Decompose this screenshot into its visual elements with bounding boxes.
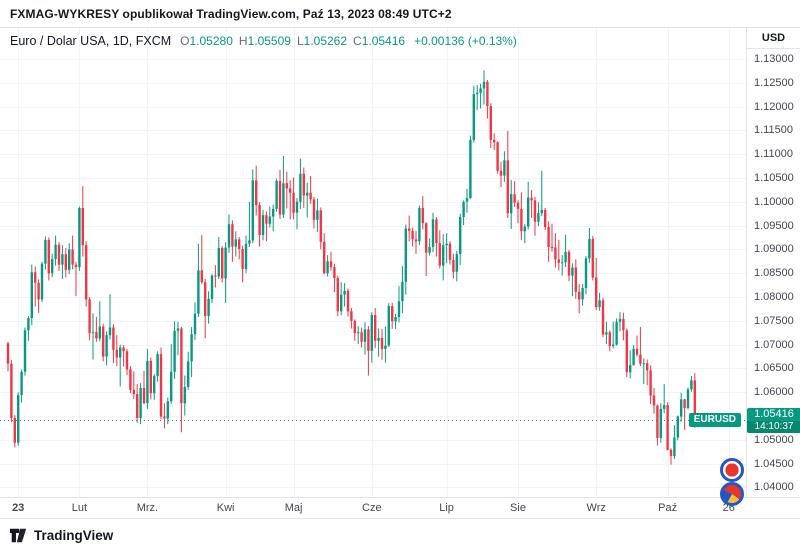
low-label: L	[296, 34, 304, 48]
price-axis[interactable]: USD 1.13000 1.12500 1.12000 1.11500 1.11000 1…	[746, 28, 800, 497]
currency-label: USD	[747, 28, 800, 49]
time-axis-label: 23	[12, 502, 25, 514]
attribution-text: FXMAG-WYKRESY opublikował TradingView.co…	[10, 6, 452, 21]
low-value: 1.05262	[303, 34, 348, 48]
time-axis-label: Kwi	[216, 502, 235, 514]
price-axis-label: 1.10000	[754, 195, 794, 208]
price-axis-label: 1.08500	[754, 267, 794, 280]
ohlc-values: O1.05280 H1.05509 L1.05262 C1.05416	[180, 34, 405, 48]
price-axis-label: 1.05000	[754, 433, 794, 446]
price-axis-label: 1.12500	[754, 76, 794, 89]
time-axis-label: Lip	[439, 502, 454, 514]
price-axis-label: 1.09500	[754, 219, 794, 232]
price-axis-label: 1.11500	[754, 124, 793, 137]
chart-legend: Euro / Dolar USA, 1D, FXCM O1.05280 H1.0…	[10, 34, 517, 48]
time-axis[interactable]: 23 Lut Mrz. Kwi Maj Cze Lip Sie Wrz Paź 26	[0, 497, 800, 518]
open-label: O	[180, 34, 190, 48]
time-axis-label: Paź	[658, 502, 678, 514]
chart-pane[interactable]: Euro / Dolar USA, 1D, FXCM O1.05280 H1.0…	[0, 28, 746, 506]
time-axis-label: Maj	[284, 502, 303, 514]
price-axis-label: 1.07500	[754, 314, 794, 327]
time-axis-label: Lut	[71, 502, 88, 514]
price-axis-label: 1.04000	[754, 481, 794, 494]
candlestick-chart[interactable]	[0, 28, 746, 497]
footer-bar: TradingView	[0, 518, 800, 552]
publisher-avatar-icon	[720, 458, 744, 482]
bar-countdown: 14:10:37	[747, 421, 800, 434]
time-axis-label: Wrz	[586, 502, 606, 514]
change-value: +0.00136 (+0.13%)	[414, 34, 517, 48]
price-axis-label: 1.13000	[754, 52, 794, 65]
symbol-title[interactable]: Euro / Dolar USA, 1D, FXCM	[10, 34, 172, 48]
symbol-price-flag: EURUSD	[688, 413, 741, 428]
high-value: 1.05509	[247, 34, 291, 48]
time-axis-label: Cze	[362, 502, 382, 514]
tradingview-brand: TradingView	[34, 528, 114, 543]
tradingview-link[interactable]: TradingView	[9, 527, 113, 544]
time-axis-label: Mrz.	[136, 502, 159, 514]
open-value: 1.05280	[189, 34, 233, 48]
price-axis-label: 1.10500	[754, 171, 794, 184]
price-axis-label: 1.06000	[754, 386, 794, 399]
time-axis-label: Sie	[510, 502, 526, 514]
price-axis-label: 1.06500	[754, 362, 794, 375]
price-axis-label: 1.04500	[754, 457, 794, 470]
close-value: 1.05416	[361, 34, 406, 48]
price-axis-label: 1.09000	[754, 243, 794, 256]
close-label: C	[353, 34, 362, 48]
high-label: H	[238, 34, 248, 48]
publisher-avatar-icon-2	[720, 482, 744, 506]
price-axis-label: 1.12000	[754, 100, 794, 113]
price-axis-label: 1.11000	[754, 148, 793, 161]
current-price-value: 1.05416	[747, 408, 800, 422]
tradingview-logo-icon	[9, 527, 28, 544]
price-axis-label: 1.08000	[754, 291, 794, 304]
attribution-bar: FXMAG-WYKRESY opublikował TradingView.co…	[0, 0, 800, 28]
price-axis-label: 1.07000	[754, 338, 794, 351]
current-price-flag: 1.05416 14:10:37	[747, 408, 800, 434]
